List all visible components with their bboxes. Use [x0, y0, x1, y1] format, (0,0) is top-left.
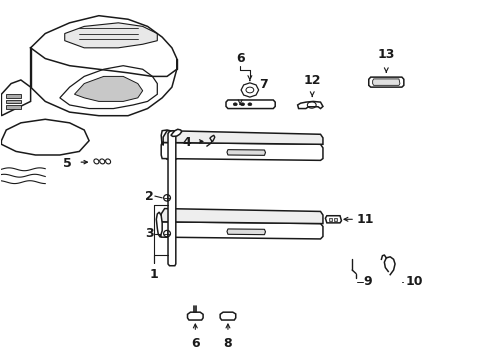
Text: 11: 11 — [357, 213, 374, 226]
Polygon shape — [1, 80, 30, 116]
Polygon shape — [325, 216, 342, 223]
Text: 7: 7 — [259, 78, 268, 91]
Text: 8: 8 — [223, 337, 232, 350]
Polygon shape — [334, 217, 337, 221]
Polygon shape — [1, 119, 89, 155]
Polygon shape — [161, 143, 323, 160]
Polygon shape — [161, 208, 323, 224]
Polygon shape — [74, 76, 143, 102]
Polygon shape — [60, 66, 157, 109]
Circle shape — [248, 103, 252, 106]
Polygon shape — [297, 102, 323, 109]
Text: 4: 4 — [183, 136, 192, 149]
Text: 10: 10 — [406, 275, 423, 288]
Text: 6: 6 — [236, 52, 245, 65]
Polygon shape — [329, 217, 332, 221]
Polygon shape — [188, 312, 203, 320]
Text: 9: 9 — [363, 275, 371, 288]
Text: 12: 12 — [303, 74, 321, 87]
Polygon shape — [227, 150, 266, 156]
Polygon shape — [226, 100, 275, 109]
Text: 2: 2 — [145, 190, 154, 203]
Polygon shape — [220, 312, 236, 320]
Polygon shape — [241, 83, 259, 97]
Polygon shape — [163, 131, 323, 145]
Polygon shape — [65, 23, 157, 48]
Polygon shape — [161, 130, 178, 160]
Polygon shape — [6, 105, 21, 109]
Polygon shape — [227, 229, 266, 235]
Text: 5: 5 — [63, 157, 72, 170]
Text: 13: 13 — [378, 48, 395, 62]
Circle shape — [241, 103, 245, 106]
Polygon shape — [160, 222, 323, 239]
Polygon shape — [168, 131, 176, 266]
Polygon shape — [6, 100, 21, 103]
Polygon shape — [369, 77, 404, 87]
Polygon shape — [171, 129, 182, 136]
Text: 6: 6 — [191, 337, 199, 350]
Text: 3: 3 — [145, 227, 154, 240]
Polygon shape — [6, 94, 21, 98]
Polygon shape — [156, 212, 162, 237]
Circle shape — [233, 103, 237, 106]
Polygon shape — [373, 79, 400, 85]
Text: 1: 1 — [149, 267, 158, 280]
